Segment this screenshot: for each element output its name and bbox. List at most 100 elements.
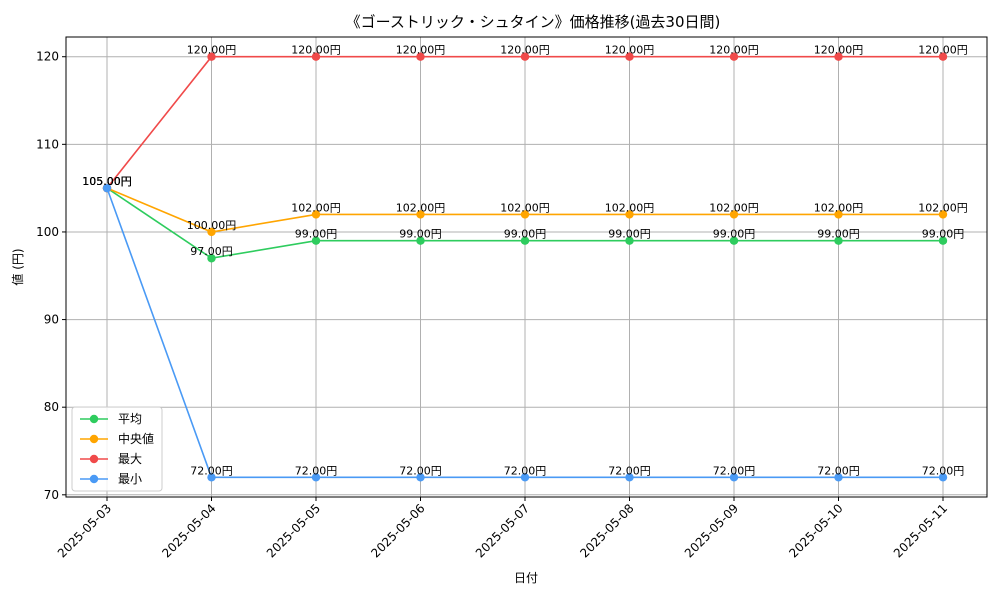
data-point bbox=[207, 52, 216, 61]
data-label: 120.00円 bbox=[396, 44, 446, 57]
legend-marker bbox=[89, 454, 99, 464]
data-point bbox=[938, 52, 948, 61]
y-tick-label: 120 bbox=[36, 50, 59, 64]
data-label: 105.00円 bbox=[82, 175, 132, 188]
data-label: 120.00円 bbox=[814, 44, 864, 57]
data-label: 100.00円 bbox=[187, 219, 237, 232]
data-label: 120.00円 bbox=[500, 44, 550, 57]
grid-lines bbox=[66, 37, 987, 497]
data-label: 120.00円 bbox=[918, 44, 968, 57]
y-tick-label: 70 bbox=[44, 488, 59, 502]
data-label: 97.00円 bbox=[190, 245, 233, 258]
data-point bbox=[834, 473, 843, 482]
data-point bbox=[625, 210, 634, 219]
x-tick-label: 2025-05-05 bbox=[264, 501, 323, 560]
data-label: 72.00円 bbox=[295, 464, 338, 477]
plot-area bbox=[65, 36, 988, 498]
legend-marker bbox=[89, 414, 99, 424]
x-tick-label: 2025-05-08 bbox=[577, 501, 636, 560]
data-label: 102.00円 bbox=[500, 201, 550, 214]
data-point bbox=[311, 210, 321, 219]
y-tick-label: 80 bbox=[44, 400, 59, 414]
data-point bbox=[729, 236, 739, 245]
data-point bbox=[311, 236, 321, 245]
data-point bbox=[520, 210, 530, 219]
x-tick-label: 2025-05-04 bbox=[159, 501, 218, 560]
x-tick-label: 2025-05-10 bbox=[786, 501, 845, 560]
y-axis-label: 値 (円) bbox=[10, 248, 25, 285]
data-label: 102.00円 bbox=[709, 201, 759, 214]
data-label: 120.00円 bbox=[187, 44, 237, 57]
y-tick-label: 90 bbox=[44, 313, 59, 327]
data-label: 120.00円 bbox=[709, 44, 759, 57]
data-label: 105.00円 bbox=[82, 175, 132, 188]
data-point bbox=[416, 52, 425, 61]
x-tick-label: 2025-05-03 bbox=[55, 501, 114, 560]
data-point bbox=[729, 210, 739, 219]
data-label: 120.00円 bbox=[291, 44, 341, 57]
chart-title: 《ゴーストリック・シュタイン》価格推移(過去30日間) bbox=[346, 13, 721, 31]
data-point bbox=[938, 210, 948, 219]
data-point bbox=[520, 473, 530, 482]
data-label: 102.00円 bbox=[396, 201, 446, 214]
legend-label: 最小 bbox=[118, 472, 142, 486]
data-point bbox=[520, 236, 530, 245]
data-label: 105.00円 bbox=[82, 175, 132, 188]
data-point bbox=[834, 52, 843, 61]
data-point bbox=[102, 183, 112, 193]
data-label: 99.00円 bbox=[817, 228, 860, 241]
series-layer bbox=[102, 52, 948, 482]
data-label: 72.00円 bbox=[713, 464, 756, 477]
x-tick-label: 2025-05-07 bbox=[473, 501, 532, 560]
data-point bbox=[625, 52, 634, 61]
legend-label: 最大 bbox=[118, 452, 142, 466]
data-point bbox=[416, 473, 425, 482]
x-axis-label: 日付 bbox=[514, 571, 538, 585]
data-point bbox=[416, 236, 425, 245]
data-label: 99.00円 bbox=[399, 228, 442, 241]
data-point bbox=[207, 473, 216, 482]
data-label: 102.00円 bbox=[605, 201, 655, 214]
legend-box bbox=[71, 406, 163, 492]
y-tick-label: 100 bbox=[36, 225, 59, 239]
data-label: 99.00円 bbox=[608, 228, 651, 241]
data-label: 72.00円 bbox=[817, 464, 860, 477]
y-tick-label: 110 bbox=[36, 137, 59, 151]
data-point bbox=[729, 52, 739, 61]
data-point bbox=[938, 473, 948, 482]
data-point bbox=[207, 227, 216, 237]
data-point bbox=[834, 236, 843, 245]
data-label: 99.00円 bbox=[922, 228, 965, 241]
data-label: 72.00円 bbox=[504, 464, 547, 477]
data-label: 99.00円 bbox=[504, 228, 547, 241]
data-label: 102.00円 bbox=[814, 201, 864, 214]
data-label: 105.00円 bbox=[82, 175, 132, 188]
data-label: 72.00円 bbox=[922, 464, 965, 477]
data-point bbox=[311, 52, 321, 61]
data-labels-layer: 105.00円 97.00円 99.00円 99.00円 99.00円 99.00円 99.… bbox=[82, 44, 968, 478]
data-label: 120.00円 bbox=[605, 44, 655, 57]
x-tick-label: 2025-05-11 bbox=[891, 501, 950, 560]
x-tick-label: 2025-05-09 bbox=[682, 501, 741, 560]
data-label: 102.00円 bbox=[291, 201, 341, 214]
data-label: 72.00円 bbox=[399, 464, 442, 477]
data-label: 99.00円 bbox=[713, 228, 756, 241]
data-label: 72.00円 bbox=[608, 464, 651, 477]
data-point bbox=[207, 254, 216, 263]
data-point bbox=[834, 210, 843, 219]
data-point bbox=[729, 473, 739, 482]
data-point bbox=[625, 473, 634, 482]
legend-label: 平均 bbox=[118, 412, 142, 426]
data-point bbox=[520, 52, 530, 61]
data-point bbox=[311, 473, 321, 482]
x-tick-label: 2025-05-06 bbox=[368, 501, 427, 560]
legend-label: 中央値 bbox=[118, 431, 154, 446]
data-label: 72.00円 bbox=[190, 464, 233, 477]
data-label: 99.00円 bbox=[295, 228, 338, 241]
data-label: 102.00円 bbox=[918, 201, 968, 214]
data-point bbox=[416, 210, 425, 219]
data-point bbox=[938, 236, 948, 245]
data-point bbox=[625, 236, 634, 245]
